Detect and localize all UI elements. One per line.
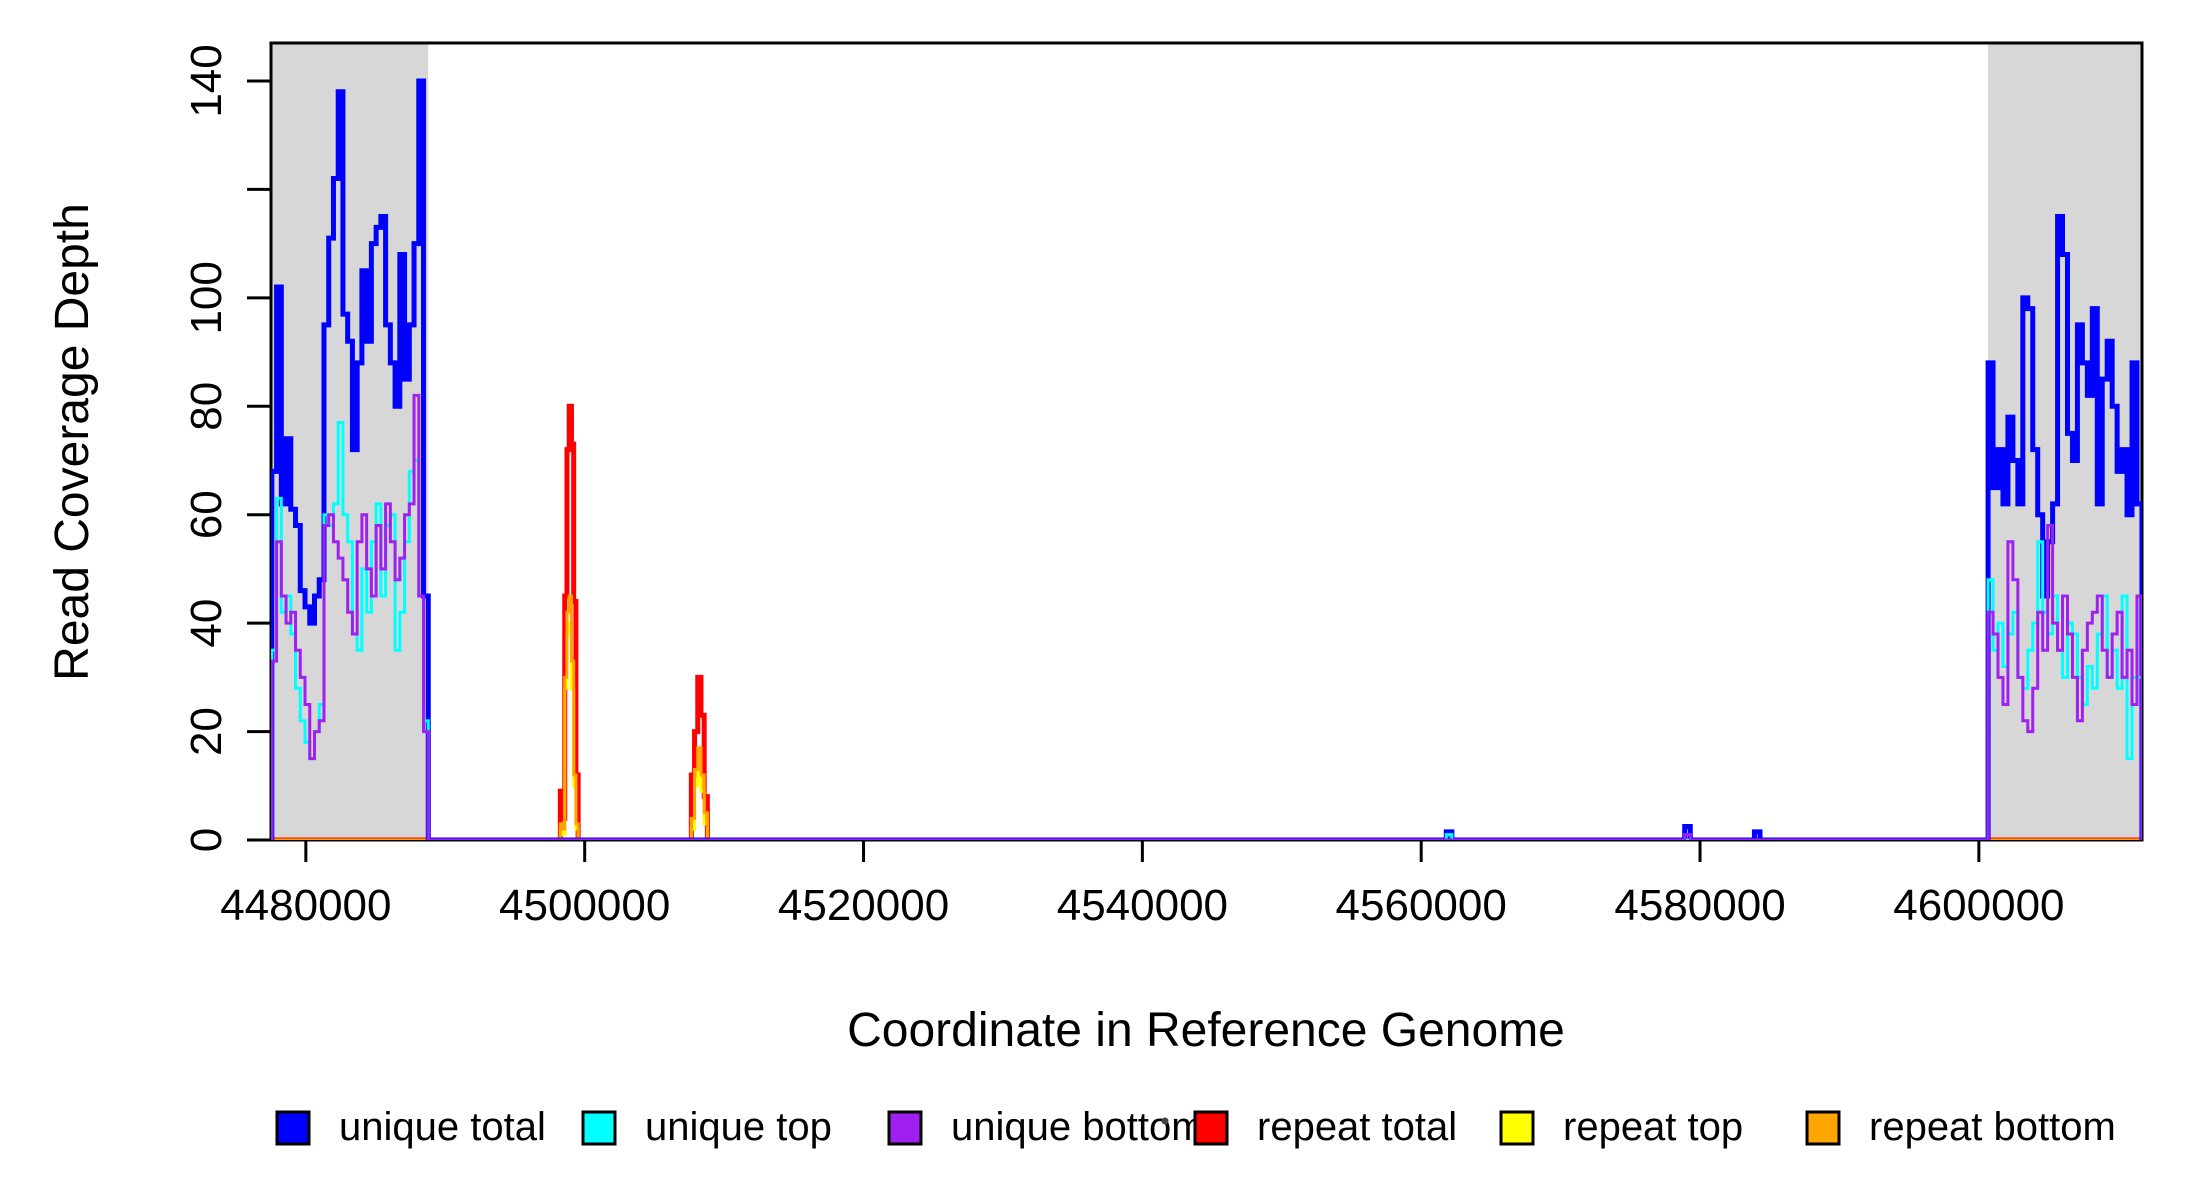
y-tick-label: 20 (182, 707, 231, 756)
y-tick-label: 80 (182, 382, 231, 431)
legend-label-repeat-top: repeat top (1563, 1105, 1743, 1149)
shaded-regions-layer (271, 43, 2142, 840)
series-line-repeat-total (271, 403, 2142, 840)
stray-dot (1161, 1117, 1169, 1125)
x-axis-title: Coordinate in Reference Genome (847, 1004, 1565, 1057)
legend-label-repeat-bottom: repeat bottom (1869, 1105, 2116, 1149)
y-axis: 0 20 40 60 80 100 140 (182, 44, 271, 852)
x-axis: 4480000 4500000 4520000 4540000 4560000 45800… (220, 840, 2065, 930)
x-tick-label: 4540000 (1057, 881, 1228, 930)
legend-label-unique-bottom: unique bottom (951, 1105, 1205, 1149)
legend-label-unique-top: unique top (645, 1105, 832, 1149)
x-tick-label: 4500000 (499, 881, 670, 930)
series-line-repeat-top (271, 621, 2142, 840)
plot-frame (269, 41, 2144, 842)
y-axis-title: Read Coverage Depth (46, 203, 99, 681)
legend: unique total unique top unique bottom repea… (275, 1105, 2116, 1149)
legend-swatch-repeat-total (1193, 1110, 1229, 1146)
legend-swatch-unique-bottom (887, 1110, 923, 1146)
legend-swatch-unique-top (581, 1110, 617, 1146)
legend-label-repeat-total: repeat total (1257, 1105, 1457, 1149)
x-tick-label: 4600000 (1893, 881, 2064, 930)
x-tick-label: 4580000 (1614, 881, 1785, 930)
series-layer (271, 78, 2142, 840)
series-line-unique-top (271, 421, 2142, 840)
y-tick-label: 60 (182, 490, 231, 539)
x-tick-label: 4480000 (220, 881, 391, 930)
x-tick-label: 4560000 (1336, 881, 1507, 930)
legend-label-unique-total: unique total (339, 1105, 546, 1149)
y-tick-label: 100 (182, 261, 231, 334)
series-line-unique-total (271, 78, 2142, 840)
y-tick-label: 140 (182, 44, 231, 117)
x-tick-label: 4520000 (778, 881, 949, 930)
series-line-repeat-bottom (271, 594, 2142, 840)
legend-swatch-repeat-top (1499, 1110, 1535, 1146)
legend-swatch-repeat-bottom (1805, 1110, 1841, 1146)
legend-swatch-unique-total (275, 1110, 311, 1146)
y-tick-label: 40 (182, 599, 231, 648)
series-line-unique-bottom (271, 393, 2142, 840)
left-shaded-region (271, 43, 429, 840)
y-tick-label: 0 (182, 828, 231, 852)
